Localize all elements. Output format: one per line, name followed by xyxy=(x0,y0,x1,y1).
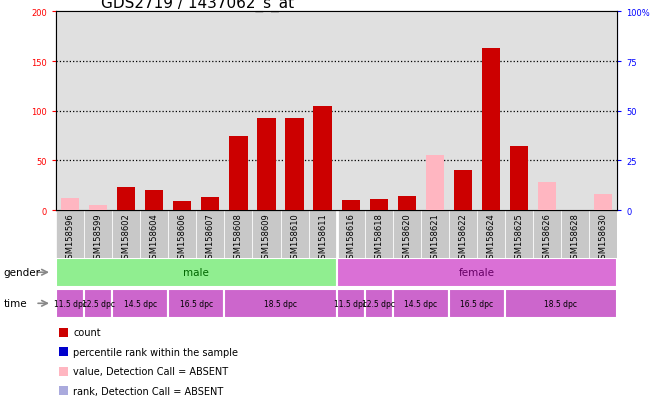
Bar xyxy=(477,211,505,258)
Bar xyxy=(341,201,360,211)
Text: GSM158606: GSM158606 xyxy=(178,213,187,264)
Text: GSM158611: GSM158611 xyxy=(318,213,327,263)
Text: 18.5 dpc: 18.5 dpc xyxy=(544,299,578,308)
Text: GSM158599: GSM158599 xyxy=(94,213,103,263)
Text: GSM158630: GSM158630 xyxy=(599,213,608,264)
Bar xyxy=(197,211,224,258)
Bar xyxy=(561,211,589,258)
Bar xyxy=(370,200,388,211)
Bar xyxy=(393,211,421,258)
Bar xyxy=(56,258,337,287)
Bar xyxy=(145,191,164,211)
Text: male: male xyxy=(183,268,209,278)
Bar xyxy=(112,289,168,318)
Text: 18.5 dpc: 18.5 dpc xyxy=(264,299,297,308)
Bar xyxy=(173,202,191,211)
Bar xyxy=(365,289,393,318)
Text: 12.5 dpc: 12.5 dpc xyxy=(82,299,115,308)
Bar xyxy=(421,211,449,258)
Bar xyxy=(84,289,112,318)
Bar xyxy=(84,211,112,258)
Text: GSM158596: GSM158596 xyxy=(65,213,75,263)
Bar xyxy=(56,289,84,318)
Bar xyxy=(257,119,276,211)
Text: GSM158628: GSM158628 xyxy=(570,213,579,264)
Text: GSM158608: GSM158608 xyxy=(234,213,243,264)
Bar xyxy=(224,211,252,258)
Text: 14.5 dpc: 14.5 dpc xyxy=(123,299,157,308)
Bar xyxy=(252,211,280,258)
Text: GDS2719 / 1437062_s_at: GDS2719 / 1437062_s_at xyxy=(101,0,294,12)
Bar xyxy=(453,171,472,211)
Bar xyxy=(337,211,365,258)
Text: rank, Detection Call = ABSENT: rank, Detection Call = ABSENT xyxy=(73,386,224,396)
Bar xyxy=(56,211,84,258)
Bar xyxy=(314,107,332,211)
Text: 14.5 dpc: 14.5 dpc xyxy=(404,299,438,308)
Bar xyxy=(117,188,135,211)
Text: GSM158609: GSM158609 xyxy=(262,213,271,263)
Bar xyxy=(449,211,477,258)
Text: 16.5 dpc: 16.5 dpc xyxy=(460,299,494,308)
Bar xyxy=(201,198,220,211)
Text: GSM158620: GSM158620 xyxy=(402,213,411,263)
Bar xyxy=(89,206,108,211)
Bar xyxy=(505,211,533,258)
Text: 16.5 dpc: 16.5 dpc xyxy=(180,299,213,308)
Bar xyxy=(61,199,79,211)
Text: female: female xyxy=(459,268,495,278)
Bar xyxy=(393,289,449,318)
Bar xyxy=(365,211,393,258)
Text: GSM158626: GSM158626 xyxy=(543,213,552,264)
Text: gender: gender xyxy=(3,268,40,278)
Text: GSM158624: GSM158624 xyxy=(486,213,496,263)
Bar xyxy=(168,211,197,258)
Text: 11.5 dpc: 11.5 dpc xyxy=(334,299,367,308)
Text: GSM158625: GSM158625 xyxy=(514,213,523,263)
Bar xyxy=(337,258,617,287)
Bar xyxy=(426,156,444,211)
Text: count: count xyxy=(73,328,101,337)
Bar xyxy=(140,211,168,258)
Bar xyxy=(224,289,337,318)
Text: GSM158616: GSM158616 xyxy=(346,213,355,264)
Text: 12.5 dpc: 12.5 dpc xyxy=(362,299,395,308)
Bar xyxy=(538,183,556,211)
Text: GSM158607: GSM158607 xyxy=(206,213,215,264)
Bar xyxy=(397,197,416,211)
Text: GSM158621: GSM158621 xyxy=(430,213,440,263)
Text: percentile rank within the sample: percentile rank within the sample xyxy=(73,347,238,357)
Bar xyxy=(594,195,612,211)
Bar xyxy=(112,211,140,258)
Bar xyxy=(168,289,224,318)
Text: value, Detection Call = ABSENT: value, Detection Call = ABSENT xyxy=(73,366,228,376)
Bar xyxy=(229,136,248,211)
Text: GSM158610: GSM158610 xyxy=(290,213,299,263)
Text: GSM158602: GSM158602 xyxy=(121,213,131,263)
Bar xyxy=(309,211,337,258)
Text: time: time xyxy=(3,299,27,309)
Bar xyxy=(449,289,505,318)
Text: GSM158604: GSM158604 xyxy=(150,213,159,263)
Bar xyxy=(280,211,309,258)
Text: GSM158622: GSM158622 xyxy=(458,213,467,263)
Bar xyxy=(337,289,365,318)
Text: GSM158618: GSM158618 xyxy=(374,213,383,264)
Bar xyxy=(589,211,617,258)
Text: 11.5 dpc: 11.5 dpc xyxy=(53,299,86,308)
Bar xyxy=(510,146,528,211)
Bar xyxy=(482,49,500,211)
Bar xyxy=(533,211,561,258)
Bar xyxy=(285,119,304,211)
Bar xyxy=(505,289,617,318)
